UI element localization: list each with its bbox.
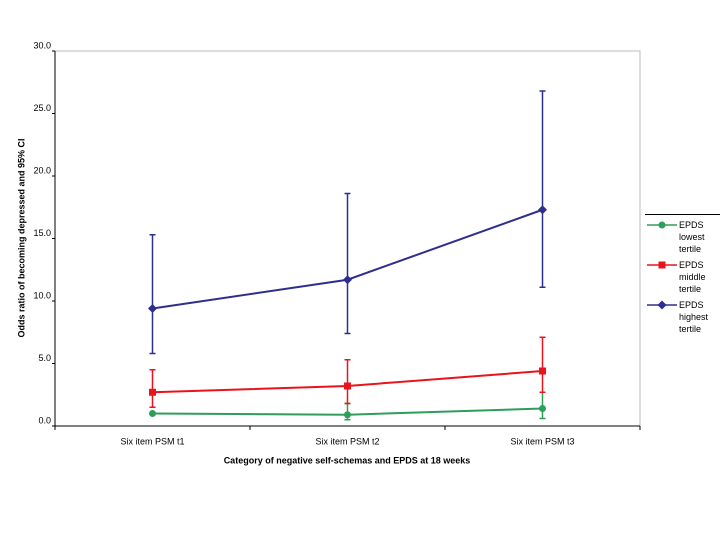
y-tick-label: 10.0 xyxy=(33,290,51,300)
legend-label: EPDS lowest tertile xyxy=(679,220,705,254)
x-tick-label: Six item PSM t3 xyxy=(510,436,574,446)
legend-swatch xyxy=(647,221,677,229)
x-tick-label: Six item PSM t2 xyxy=(315,436,379,446)
legend: EPDS lowest tertile EPDS middle tertile EP… xyxy=(645,214,720,335)
legend-label: EPDS middle tertile xyxy=(679,260,706,294)
marker xyxy=(539,367,546,375)
marker xyxy=(149,388,156,396)
marker xyxy=(344,382,351,390)
legend-swatch xyxy=(647,261,677,269)
marker xyxy=(148,304,157,313)
error-bar xyxy=(344,359,351,405)
marker xyxy=(344,411,351,419)
legend-swatch xyxy=(647,300,677,310)
marker xyxy=(149,410,156,417)
legend-item: EPDS lowest tertile xyxy=(645,219,720,255)
x-axis-label: Category of negative self-schemas and EP… xyxy=(224,455,471,465)
error-bar xyxy=(539,336,546,393)
legend-item: EPDS highest tertile xyxy=(645,299,720,335)
marker xyxy=(343,275,352,285)
marker xyxy=(658,261,666,269)
legend-label: EPDS highest tertile xyxy=(679,300,709,334)
y-tick-label: 5.0 xyxy=(38,353,51,363)
y-tick-label: 25.0 xyxy=(33,103,51,113)
x-tick-label: Six item PSM t1 xyxy=(120,436,184,446)
error-bar xyxy=(539,90,546,288)
y-tick-label: 15.0 xyxy=(33,228,51,238)
y-tick-label: 0.0 xyxy=(38,415,51,425)
error-bar xyxy=(344,192,351,335)
y-tick-label: 20.0 xyxy=(33,165,51,175)
marker xyxy=(657,300,667,310)
y-axis-label: Odds ratio of becoming depressed and 95%… xyxy=(16,138,26,337)
y-tick-label: 30.0 xyxy=(33,40,51,50)
error-bar xyxy=(149,234,156,355)
legend-item: EPDS middle tertile xyxy=(645,259,720,295)
error-bar xyxy=(149,369,156,408)
marker xyxy=(539,405,546,412)
marker xyxy=(658,221,666,229)
marker xyxy=(538,205,547,215)
